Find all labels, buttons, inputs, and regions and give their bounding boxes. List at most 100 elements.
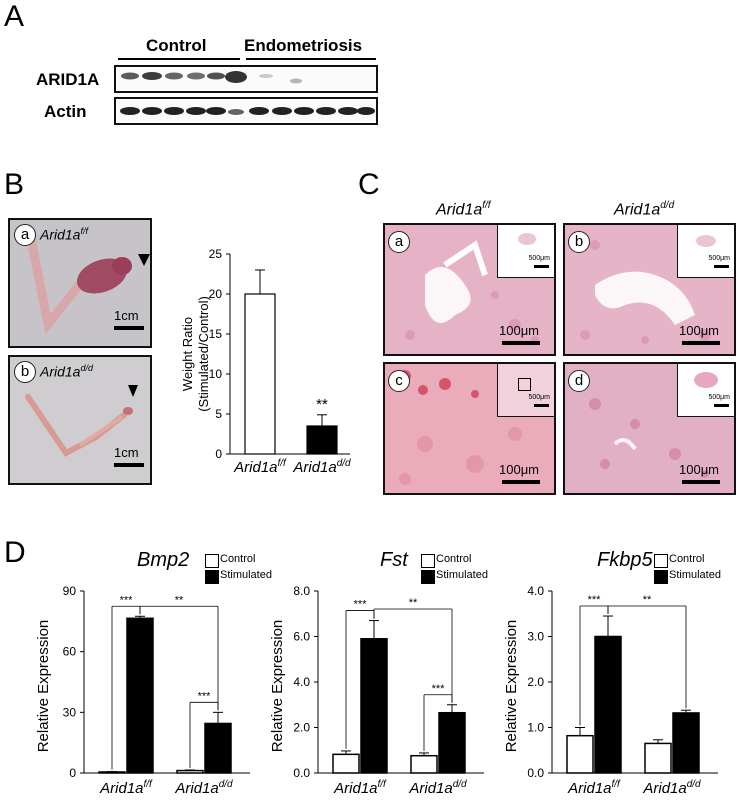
- legend-label-stimulated-1: Stimulated: [220, 569, 272, 581]
- significance-label: ***: [120, 594, 134, 606]
- legend-swatch-control-2: [421, 554, 435, 568]
- gene-title-fkbp5: Fkbp5: [597, 549, 653, 571]
- histo-scale-label-a: 100μm: [499, 323, 540, 338]
- significance-label: **: [409, 597, 418, 609]
- legend-label-stimulated-3: Stimulated: [669, 569, 721, 581]
- panel-letter-c: C: [358, 168, 380, 201]
- y-tick-label: 5: [215, 407, 222, 421]
- significance-label: **: [643, 594, 652, 606]
- blot-group-endometriosis: Endometriosis: [244, 36, 363, 55]
- panel-letter-d: D: [4, 536, 26, 569]
- x-category-label: Arid1ad/d: [408, 779, 467, 797]
- blot-row-actin: Actin: [44, 102, 87, 121]
- uterus-drawing-dd: [25, 385, 138, 457]
- photo-circle-a: a: [14, 224, 36, 246]
- y-tick-label: 30: [63, 705, 77, 719]
- histo-col-ff: Arid1af/f: [436, 200, 491, 219]
- blot-control-line: [118, 58, 240, 60]
- legend-label-stimulated-2: Stimulated: [436, 569, 488, 581]
- inset-a: 500μm: [497, 225, 554, 278]
- y-tick-label: 25: [209, 247, 223, 261]
- histo-circle-d: d: [568, 370, 590, 392]
- uterus-photo-dd: b Arid1ad/d 1cm: [8, 355, 152, 485]
- photo-scale-label-b: 1cm: [114, 445, 139, 460]
- x-category-label: Arid1ad/d: [174, 779, 233, 797]
- y-tick-label: 2.0: [527, 675, 544, 689]
- western-blot-image: [114, 65, 378, 125]
- legend-swatch-control-1: [205, 554, 219, 568]
- blot-group-control: Control: [146, 36, 207, 55]
- y-tick-label: 1.0: [527, 721, 544, 735]
- histology-tile-c: 500μm c 100μm: [383, 362, 556, 495]
- inset-zoom-box: [518, 378, 531, 391]
- bar-stimulated: [594, 635, 622, 774]
- inset-tissue-a: [518, 233, 536, 245]
- uterus-drawing-ff: [25, 229, 150, 335]
- histo-scalebar-a: [502, 341, 540, 345]
- bar-control: [332, 753, 360, 774]
- inset-c: 500μm: [497, 364, 554, 417]
- photo-circle-b: b: [14, 361, 36, 383]
- y-axis-title: Weight Ratio(Stimulated/Control): [180, 296, 211, 412]
- histo-circle-b: b: [568, 231, 590, 253]
- fkbp5-chart: 0.0 1.0 2.0 3.0 4.0 Relative Expression Arid1a…: [503, 584, 718, 797]
- y-tick-label: 20: [209, 287, 223, 301]
- x-category-label: Arid1af/f: [233, 458, 287, 476]
- panel-letter-b: B: [4, 168, 25, 201]
- bar-control: [98, 771, 126, 774]
- histo-scalebar-c: [502, 480, 540, 484]
- histo-scale-label-d: 100μm: [679, 462, 720, 477]
- y-tick-label: 4.0: [293, 675, 310, 689]
- gene-title-bmp2: Bmp2: [137, 549, 190, 571]
- blot-endo-line: [246, 58, 376, 60]
- weight-ratio-chart: 0 5 10 15 20 25 Weight Ratio(Stimulated/Contro…: [180, 247, 351, 476]
- fst-chart: 0.0 2.0 4.0 6.0 8.0 Relative Expression Arid1a…: [269, 584, 484, 797]
- y-tick-label: 10: [209, 367, 223, 381]
- histo-col-dd: Arid1ad/d: [614, 200, 675, 219]
- y-tick-label: 15: [209, 327, 223, 341]
- histo-circle-c: c: [388, 370, 410, 392]
- legend-label-control-2: Control: [436, 553, 472, 565]
- y-tick-label: 3.0: [527, 630, 544, 644]
- inset-scalebar-d: [714, 404, 729, 407]
- x-category-label: Arid1ad/d: [292, 458, 351, 476]
- x-category-label: Arid1af/f: [333, 779, 387, 797]
- inset-scale-label-a: 500μm: [528, 255, 550, 262]
- bar-control: [644, 742, 672, 774]
- y-tick-label: 0.0: [293, 766, 310, 780]
- histo-scale-label-b: 100μm: [679, 323, 720, 338]
- x-category-label: Arid1af/f: [99, 779, 153, 797]
- bar-control: [410, 754, 438, 774]
- inset-scalebar-a: [534, 265, 549, 268]
- y-axis-title: Relative Expression: [269, 620, 286, 753]
- bar-control: [566, 734, 594, 774]
- y-tick-label: 90: [63, 584, 77, 598]
- legend-swatch-stimulated-2: [421, 570, 435, 584]
- y-tick-label: 0: [69, 766, 76, 780]
- x-category-label: Arid1ad/d: [642, 779, 701, 797]
- legend-label-control-1: Control: [220, 553, 256, 565]
- y-axis-title: Relative Expression: [503, 620, 520, 753]
- legend-swatch-control-3: [654, 554, 668, 568]
- photo-scale-label-a: 1cm: [114, 308, 139, 323]
- significance-label: ***: [588, 594, 602, 606]
- significance-label: ***: [354, 599, 368, 611]
- inset-scale-label-c: 500μm: [528, 394, 550, 401]
- photo-label-dd: Arid1ad/d: [40, 363, 93, 380]
- bar: [244, 293, 276, 455]
- bar-control: [176, 769, 204, 774]
- histo-scalebar-b: [682, 341, 720, 345]
- gene-title-fst: Fst: [380, 549, 408, 571]
- legend-label-control-3: Control: [669, 553, 705, 565]
- legend-swatch-stimulated-3: [654, 570, 668, 584]
- photo-scalebar-b: [114, 463, 144, 467]
- y-tick-label: 60: [63, 645, 77, 659]
- bar-stimulated: [360, 638, 388, 774]
- y-tick-label: 4.0: [527, 584, 544, 598]
- inset-scale-label-b: 500μm: [708, 255, 730, 262]
- inset-d: 500μm: [677, 364, 734, 417]
- y-axis-title: Relative Expression: [35, 620, 52, 753]
- y-tick-label: 0: [215, 447, 222, 461]
- legend-swatch-stimulated-1: [205, 570, 219, 584]
- histology-tile-a: 500μm a 100μm: [383, 223, 556, 356]
